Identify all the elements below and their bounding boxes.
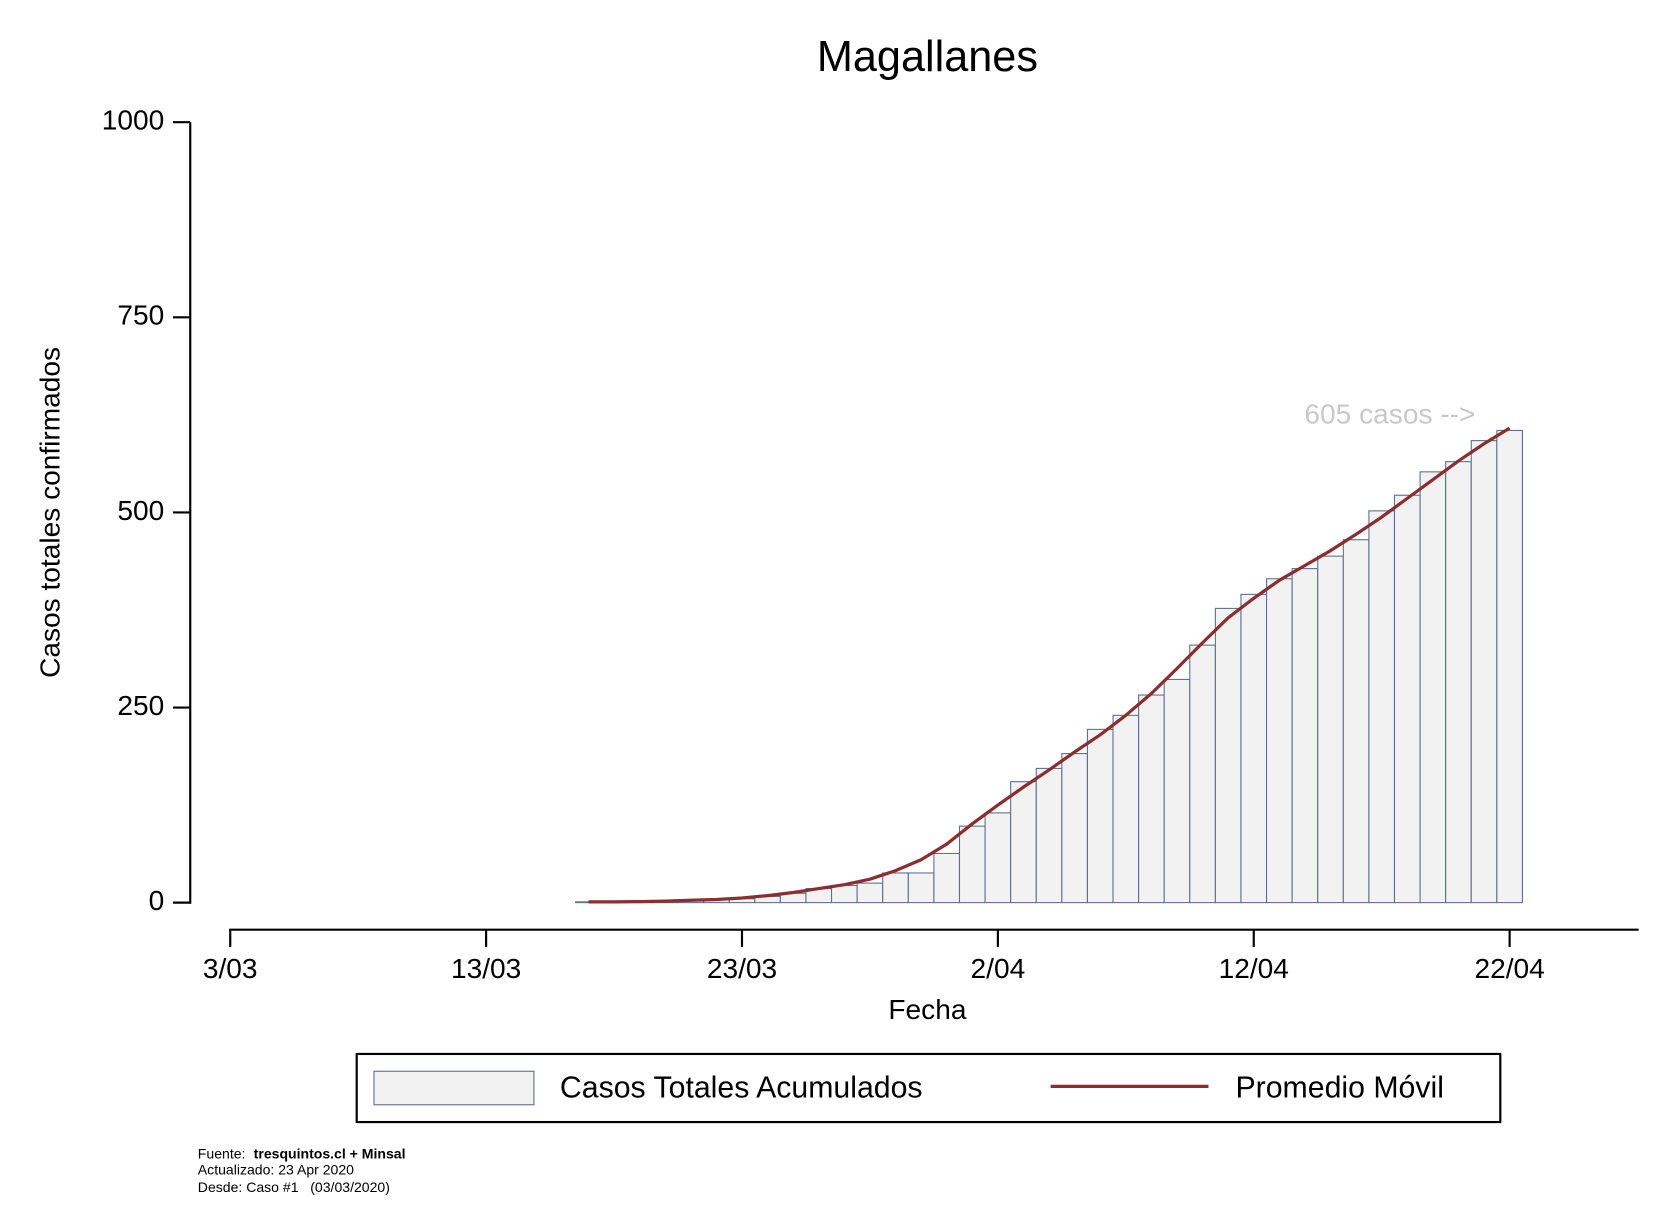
bar (1035, 767, 1063, 904)
bar (933, 852, 961, 904)
bar (1214, 607, 1242, 904)
legend-label: Casos Totales Acumulados (560, 1072, 923, 1105)
bar (1010, 781, 1037, 904)
x-tick-label: 22/04 (1474, 953, 1544, 984)
bar (1291, 568, 1319, 904)
bar (1266, 578, 1293, 904)
footer-updated: Actualizado: 23 Apr 2020 (198, 1161, 354, 1177)
annotation: 605 casos --> (1304, 399, 1475, 430)
bar (1368, 510, 1396, 904)
bar (1445, 461, 1472, 904)
bar (984, 812, 1012, 904)
bar (1393, 494, 1421, 904)
legend (355, 1052, 1502, 1124)
bar (1470, 440, 1498, 904)
bar (1061, 753, 1088, 904)
bar (882, 872, 909, 904)
bar (1163, 678, 1191, 904)
bar (1317, 555, 1344, 904)
footer: Fuente: tresquintos.cl + Minsal Actualiz… (198, 1145, 410, 1195)
line (588, 426, 1511, 904)
x-tick-label: 23/03 (707, 953, 777, 984)
bar (831, 884, 858, 904)
y-tick-label: 750 (117, 300, 164, 331)
bar (1189, 644, 1216, 904)
footer-since: Desde: Caso #1 (03/03/2020) (198, 1179, 390, 1195)
x-axis-label: Fecha (888, 994, 966, 1025)
bar (907, 872, 935, 904)
bar (1240, 593, 1268, 904)
bar (1112, 714, 1140, 904)
chart-title: Magallanes (817, 33, 1038, 81)
y-tick-label: 0 (149, 885, 165, 916)
y-tick-label: 1000 (102, 105, 165, 136)
x-tick-label: 13/03 (451, 953, 521, 984)
legend-label: Promedio Móvil (1235, 1072, 1443, 1105)
footer-source: tresquintos.cl + Minsal (254, 1145, 406, 1161)
bar (1342, 539, 1370, 904)
x-tick-label: 2/04 (971, 953, 1026, 984)
bar (856, 882, 884, 904)
y-axis-label: Casos totales confirmados (34, 347, 65, 678)
bar (1496, 429, 1523, 904)
bar (1419, 471, 1447, 904)
bar (1138, 694, 1165, 904)
footer-source-label: Fuente: (198, 1145, 246, 1161)
y-tick-label: 250 (117, 690, 164, 721)
bar (958, 825, 986, 904)
x-tick-label: 3/03 (203, 953, 258, 984)
y-tick-label: 500 (117, 495, 164, 526)
x-tick-label: 12/04 (1219, 953, 1289, 984)
legend-swatch (373, 1070, 535, 1106)
bar (1086, 728, 1114, 904)
